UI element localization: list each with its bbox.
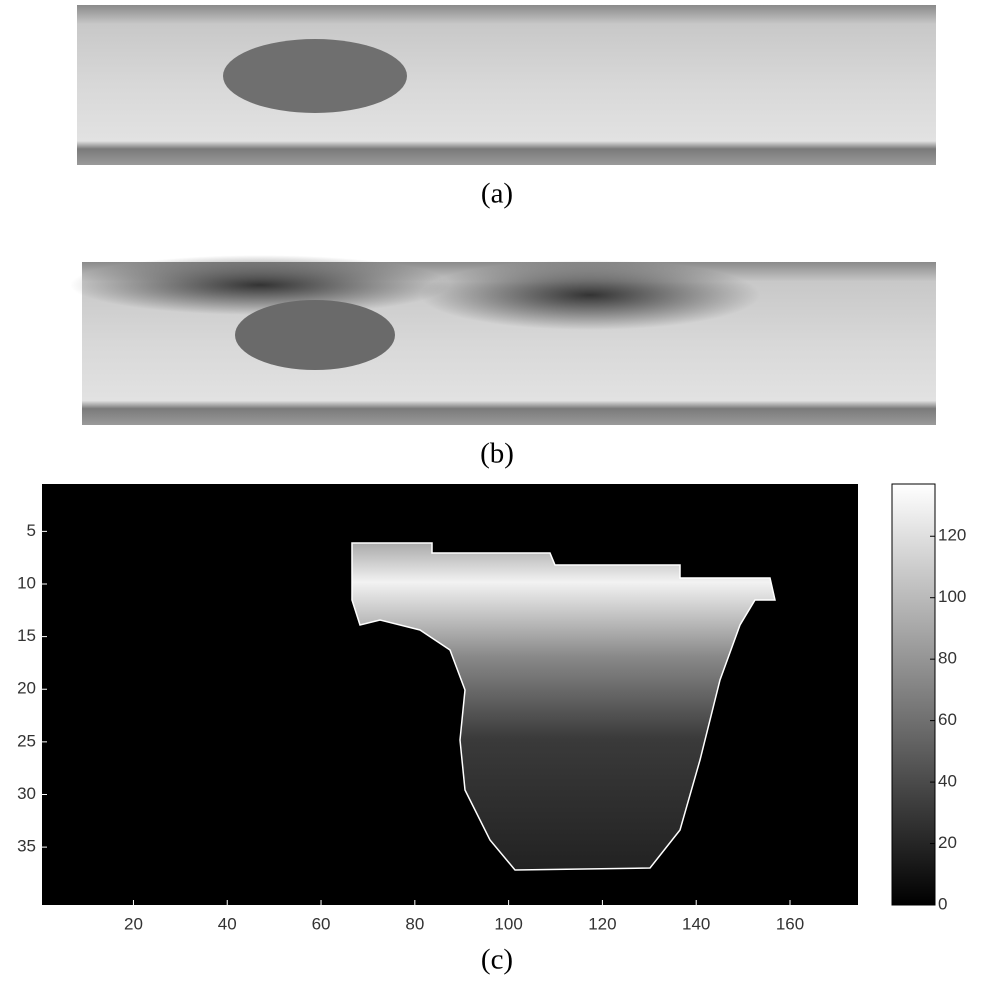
shadow — [420, 260, 760, 330]
y-tick-label: 35 — [17, 837, 36, 856]
heat-region — [351, 542, 776, 871]
x-tick-label: 40 — [218, 914, 237, 933]
colorbar-tick-label: 100 — [938, 587, 966, 606]
image-a — [77, 5, 936, 165]
heatmap-bg — [42, 484, 858, 905]
x-tick-label: 20 — [124, 914, 143, 933]
colorbar-tick-label: 80 — [938, 649, 957, 668]
shadow — [70, 255, 450, 315]
panel-label: (b) — [480, 438, 514, 470]
x-tick-label: 100 — [494, 914, 522, 933]
colorbar-tick-label: 60 — [938, 710, 957, 729]
x-tick-label: 140 — [682, 914, 710, 933]
y-tick-label: 10 — [17, 573, 36, 592]
colorbar-tick-label: 20 — [938, 833, 957, 852]
colorbar — [891, 483, 936, 906]
colorbar-tick-label: 40 — [938, 772, 957, 791]
x-tick-label: 80 — [405, 914, 424, 933]
axes: 20 40 60 80 100 120 140 160 5 10 15 20 25 30 35 0 20 40 60… — [17, 521, 966, 934]
x-tick-label: 120 — [588, 914, 616, 933]
y-tick-label: 30 — [17, 784, 36, 803]
defect — [223, 39, 407, 113]
x-tick-label: 160 — [776, 914, 804, 933]
panel-label: (c) — [481, 944, 513, 976]
y-tick-label: 5 — [27, 521, 36, 540]
y-tick-label: 15 — [17, 626, 36, 645]
y-tick-label: 25 — [17, 731, 36, 750]
y-tick-label: 20 — [17, 679, 36, 698]
colorbar-tick-label: 120 — [938, 526, 966, 545]
panel-label: (a) — [481, 178, 513, 210]
x-tick-label: 60 — [312, 914, 331, 933]
defect — [235, 300, 395, 370]
colorbar-tick-label: 0 — [938, 894, 947, 913]
